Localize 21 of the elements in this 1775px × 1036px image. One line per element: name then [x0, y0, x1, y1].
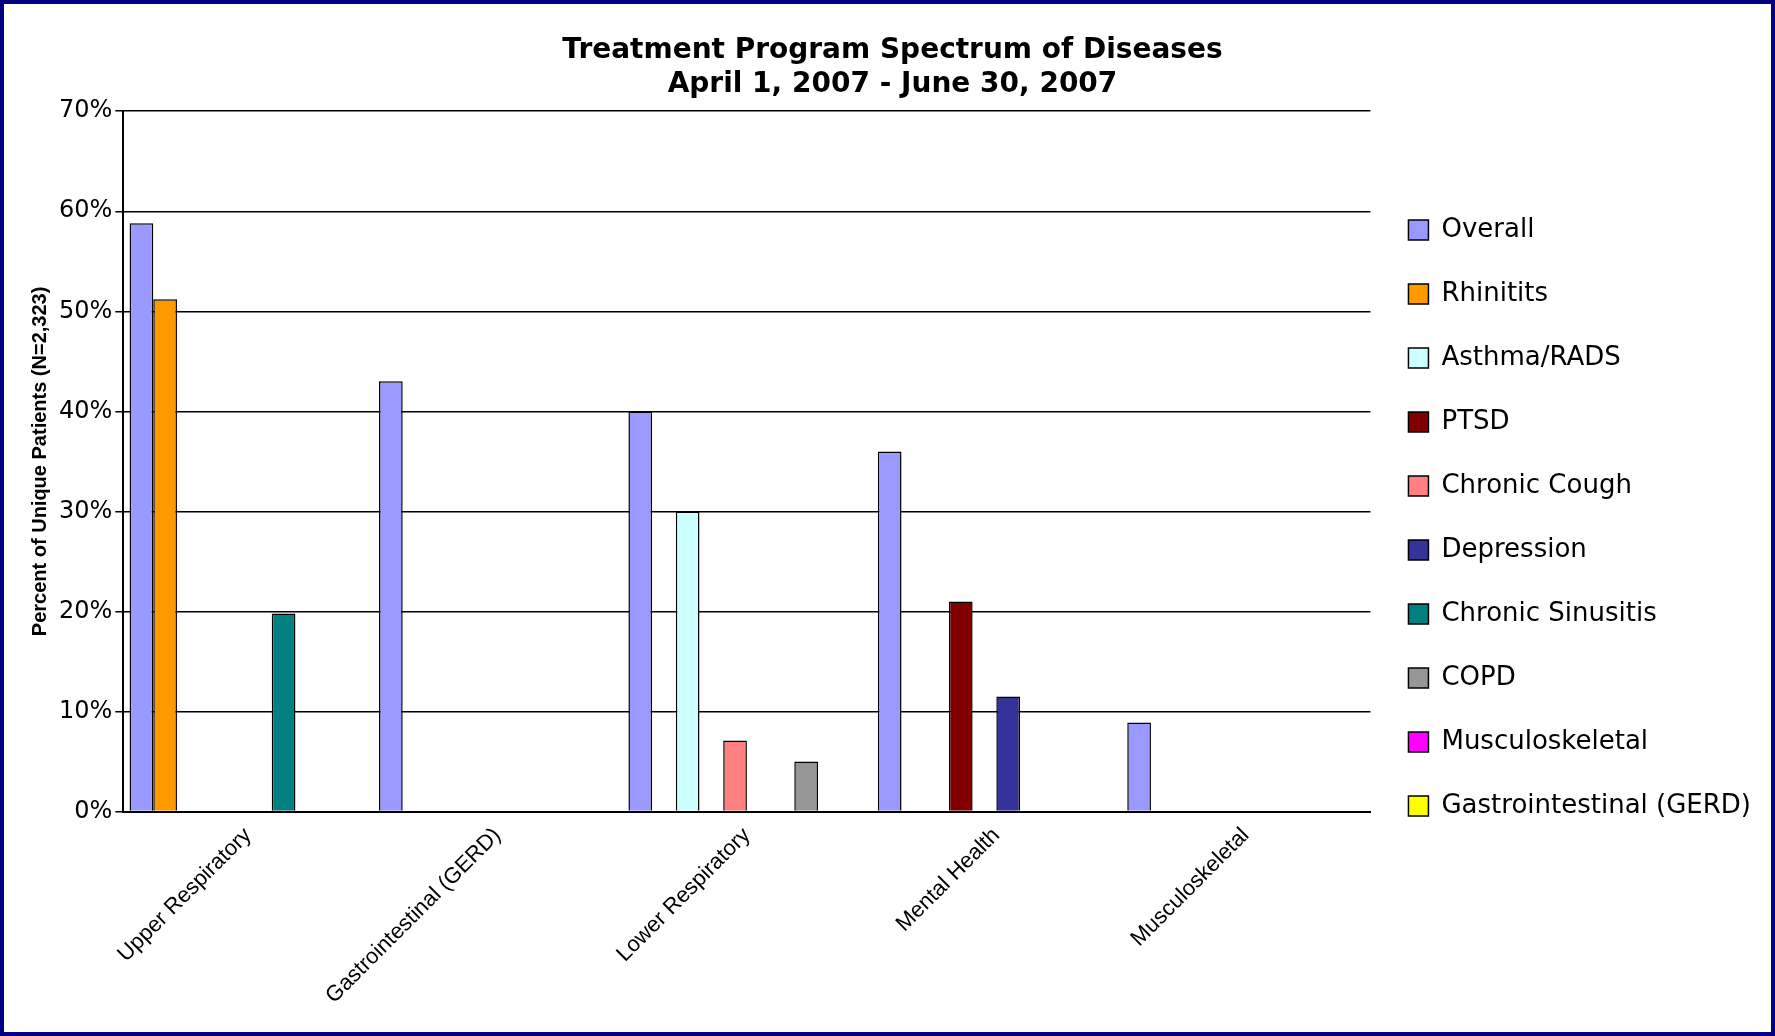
legend-label: Gastrointestinal (GERD) [1441, 788, 1752, 819]
y-tick-label: 60% [59, 195, 113, 224]
y-tick-label: 50% [59, 295, 113, 324]
y-axis-title: Percent of Unique Patients (N=2,323) [27, 286, 50, 637]
legend-label: PTSD [1441, 404, 1510, 435]
text: April 1, 2007 - June 30, 2007 [667, 65, 1118, 99]
y-tick-label: 0% [74, 795, 113, 824]
y-tick-label: 10% [59, 695, 113, 724]
legend-label: COPD [1441, 660, 1516, 691]
legend-label: Musculoskeletal [1441, 724, 1649, 755]
legend-label: Asthma/RADS [1441, 340, 1621, 371]
y-tick-label: 40% [59, 395, 113, 424]
legend-label: Chronic Cough [1441, 468, 1632, 499]
y-tick-label: 30% [59, 495, 113, 524]
y-tick-label: 20% [59, 595, 113, 624]
legend-label: Depression [1441, 532, 1587, 563]
legend-label: Overall [1441, 212, 1535, 243]
y-tick-label: 70% [59, 95, 113, 124]
text: Treatment Program Spectrum of Diseases [562, 32, 1223, 66]
legend-label: Rhinitits [1441, 276, 1549, 307]
legend-label: Chronic Sinusitis [1441, 596, 1657, 627]
